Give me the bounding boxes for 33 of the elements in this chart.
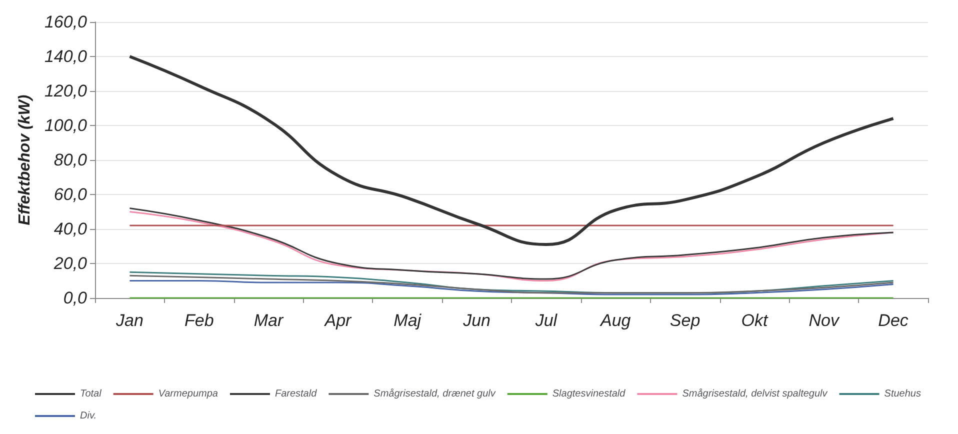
legend-label: Smågrisestald, drænet gulv [374, 388, 496, 400]
x-tick-label: Mar [254, 311, 285, 330]
x-tick-label: Feb [184, 311, 214, 330]
x-tick-label: Jul [534, 311, 558, 330]
y-tick-label: 60,0 [54, 185, 88, 204]
x-tick-label: Maj [394, 311, 422, 330]
legend-label: Div. [80, 410, 96, 422]
x-tick-label: Aug [600, 311, 632, 330]
x-tick-label: Jan [114, 311, 144, 330]
legend-label: Farestald [274, 388, 318, 400]
y-tick-label: 160,0 [44, 12, 88, 32]
legend-label: Stuehus [884, 388, 921, 400]
y-tick-label: 40,0 [54, 220, 88, 238]
line-series [128, 274, 894, 294]
y-tick-label: 120,0 [44, 82, 88, 100]
legend-label: Smågrisestald, delvist spaltegulv [682, 388, 828, 400]
x-tick-label: Sep [670, 311, 700, 330]
legend-label: Slagtesvinestald [552, 388, 626, 400]
x-tick-label: Nov [808, 311, 840, 330]
y-tick-label: 20,0 [52, 254, 88, 273]
x-tick-label: Apr [324, 311, 353, 330]
y-tick-label: 0,0 [63, 288, 88, 308]
y-tick-label: 100,0 [44, 116, 88, 135]
y-tick-label: 80,0 [54, 150, 88, 170]
y-axis-title: Effektbehov (kW) [16, 94, 34, 226]
legend-label: Total [80, 388, 102, 400]
line-series [128, 280, 894, 296]
line-series [128, 55, 895, 246]
x-tick-label: Dec [878, 311, 909, 330]
y-tick-label: 140,0 [44, 47, 88, 66]
x-tick-label: Jun [462, 311, 491, 330]
x-tick-label: Okt [741, 311, 769, 330]
legend-label: Varmepumpa [158, 388, 218, 400]
